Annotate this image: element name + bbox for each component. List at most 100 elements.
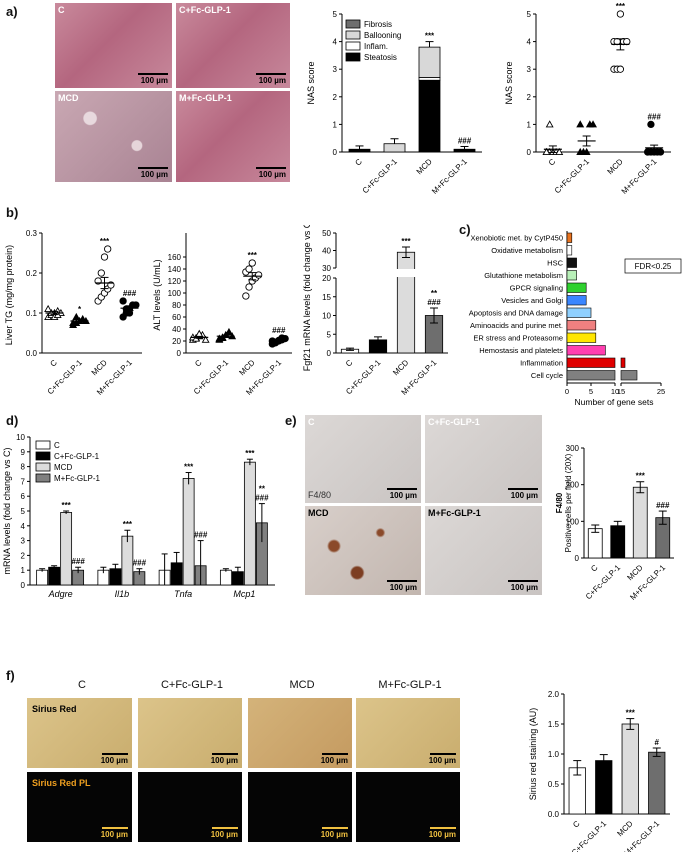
x-tick-label: MCD	[606, 157, 625, 176]
photo-label: MCD	[308, 508, 329, 518]
legend-swatch	[345, 30, 361, 40]
bar	[36, 569, 49, 586]
mrna-levels-chart: 0 1 2 3 4 5 6 7 8 9 10 mRNA levels (fold change vs …	[2, 433, 275, 599]
x-tick-label: MCD	[237, 358, 256, 377]
y-tick-label: 140	[168, 265, 182, 274]
significance-label: ***	[626, 709, 636, 718]
data-point	[555, 147, 564, 156]
ihc-photo-mcd: MCD 100 µm	[305, 506, 421, 595]
bar-segment	[453, 148, 476, 153]
x-tick-label: 10	[611, 387, 619, 396]
category-label: Aminoacids and purine met.	[470, 321, 563, 330]
bar	[587, 528, 603, 559]
y-tick-label: 4	[21, 522, 26, 531]
bar	[182, 478, 195, 586]
bar	[566, 332, 597, 343]
y-axis-label: Sirius red staining (AU)	[528, 708, 538, 801]
significance-label: ###	[656, 501, 670, 510]
category-label: Oxidative metabolism	[491, 246, 563, 255]
axis-break	[332, 269, 450, 277]
scale-label: 100 µm	[258, 76, 286, 85]
photo-label: M+Fc-GLP-1	[428, 508, 481, 518]
panel-label-e: e)	[285, 413, 297, 428]
data-point	[589, 120, 597, 128]
y-tick-label: 80	[172, 301, 181, 310]
significance-label: **	[431, 289, 438, 298]
bar	[566, 320, 597, 331]
column-header: MCD	[289, 679, 315, 691]
significance-label: ###	[123, 289, 137, 298]
scale-label: 100 µm	[510, 491, 538, 500]
scale-label: 100 µm	[100, 830, 128, 839]
legend-label: Ballooning	[364, 31, 401, 40]
y-tick-label: 0	[575, 554, 580, 563]
significance-label: ###	[194, 531, 208, 540]
data-point	[104, 245, 112, 253]
y-tick-label: 0	[327, 349, 332, 358]
x-tick-label: C+Fc-GLP-1	[361, 157, 400, 196]
scale-bar	[430, 753, 456, 755]
x-tick-label: 5	[589, 387, 593, 396]
panel-label-b: b)	[6, 205, 19, 220]
category-label: HSC	[547, 259, 563, 268]
x-tick-label: Il1b	[115, 589, 130, 599]
y-tick-label: 120	[168, 277, 182, 286]
data-point	[224, 327, 233, 336]
bar	[48, 566, 61, 586]
bar	[566, 357, 616, 368]
scale-label: 100 µm	[210, 756, 238, 765]
bar	[595, 760, 613, 815]
scale-bar	[508, 488, 538, 490]
photo-label: MCD	[58, 93, 79, 103]
row-label: Sirius Red PL	[32, 778, 91, 788]
bar	[566, 295, 587, 306]
y-tick-label: 3	[333, 65, 338, 74]
x-tick-label: MCD	[415, 157, 434, 176]
significance-label: *	[78, 305, 82, 314]
column-header: C+Fc-GLP-1	[160, 679, 224, 691]
scale-label: 100 µm	[100, 756, 128, 765]
x-tick-label: Adgre	[48, 589, 73, 599]
bar-segment	[418, 46, 441, 78]
category-label: Apoptosis and DNA damage	[469, 309, 563, 318]
bar-segment	[383, 143, 406, 153]
data-point	[132, 301, 140, 309]
y-tick-label: 10	[16, 433, 25, 442]
data-point	[245, 265, 253, 273]
data-point	[582, 147, 591, 156]
y-tick-label: 4	[527, 38, 532, 47]
significance-label: ***	[100, 237, 110, 246]
bar-segment	[418, 79, 441, 153]
significance-label: ###	[272, 326, 286, 335]
y-tick-label: 2.0	[548, 690, 560, 699]
photo-label: C+Fc-GLP-1	[428, 417, 480, 427]
y-axis-label: ALT levels (U/mL)	[152, 259, 162, 330]
y-tick-label: 20	[172, 337, 181, 346]
y-tick-label: 100	[168, 289, 182, 298]
y-tick-label: 0.0	[548, 810, 560, 819]
row-label: Sirius Red	[32, 704, 77, 714]
scale-label: 100 µm	[140, 76, 168, 85]
x-tick-label: C	[48, 358, 59, 369]
bar	[621, 723, 639, 815]
sirius-pl-photo-mcd: 100 µm	[248, 772, 352, 842]
y-tick-label: 2	[333, 93, 338, 102]
x-tick-label: C+Fc-GLP-1	[553, 157, 592, 196]
y-tick-label: 10	[322, 312, 331, 321]
y-tick-label: 40	[172, 325, 181, 334]
x-tick-label: M+Fc-GLP-1	[430, 157, 469, 196]
category-label: Hemostasis and platelets	[479, 346, 563, 355]
bar	[620, 370, 638, 381]
scale-bar	[102, 753, 128, 755]
photo-label: C+Fc-GLP-1	[179, 5, 231, 15]
panel-label-d: d)	[6, 413, 19, 428]
y-tick-label: 4	[333, 38, 338, 47]
bar	[566, 282, 587, 293]
category-label: ER stress and Proteasome	[473, 334, 563, 343]
y-tick-label: 5	[333, 10, 338, 19]
y-tick-label: 20	[322, 274, 331, 283]
scale-bar	[387, 488, 417, 490]
bar	[396, 251, 416, 354]
ihc-photo-c-fc-glp1: C+Fc-GLP-1 100 µm	[425, 415, 542, 503]
